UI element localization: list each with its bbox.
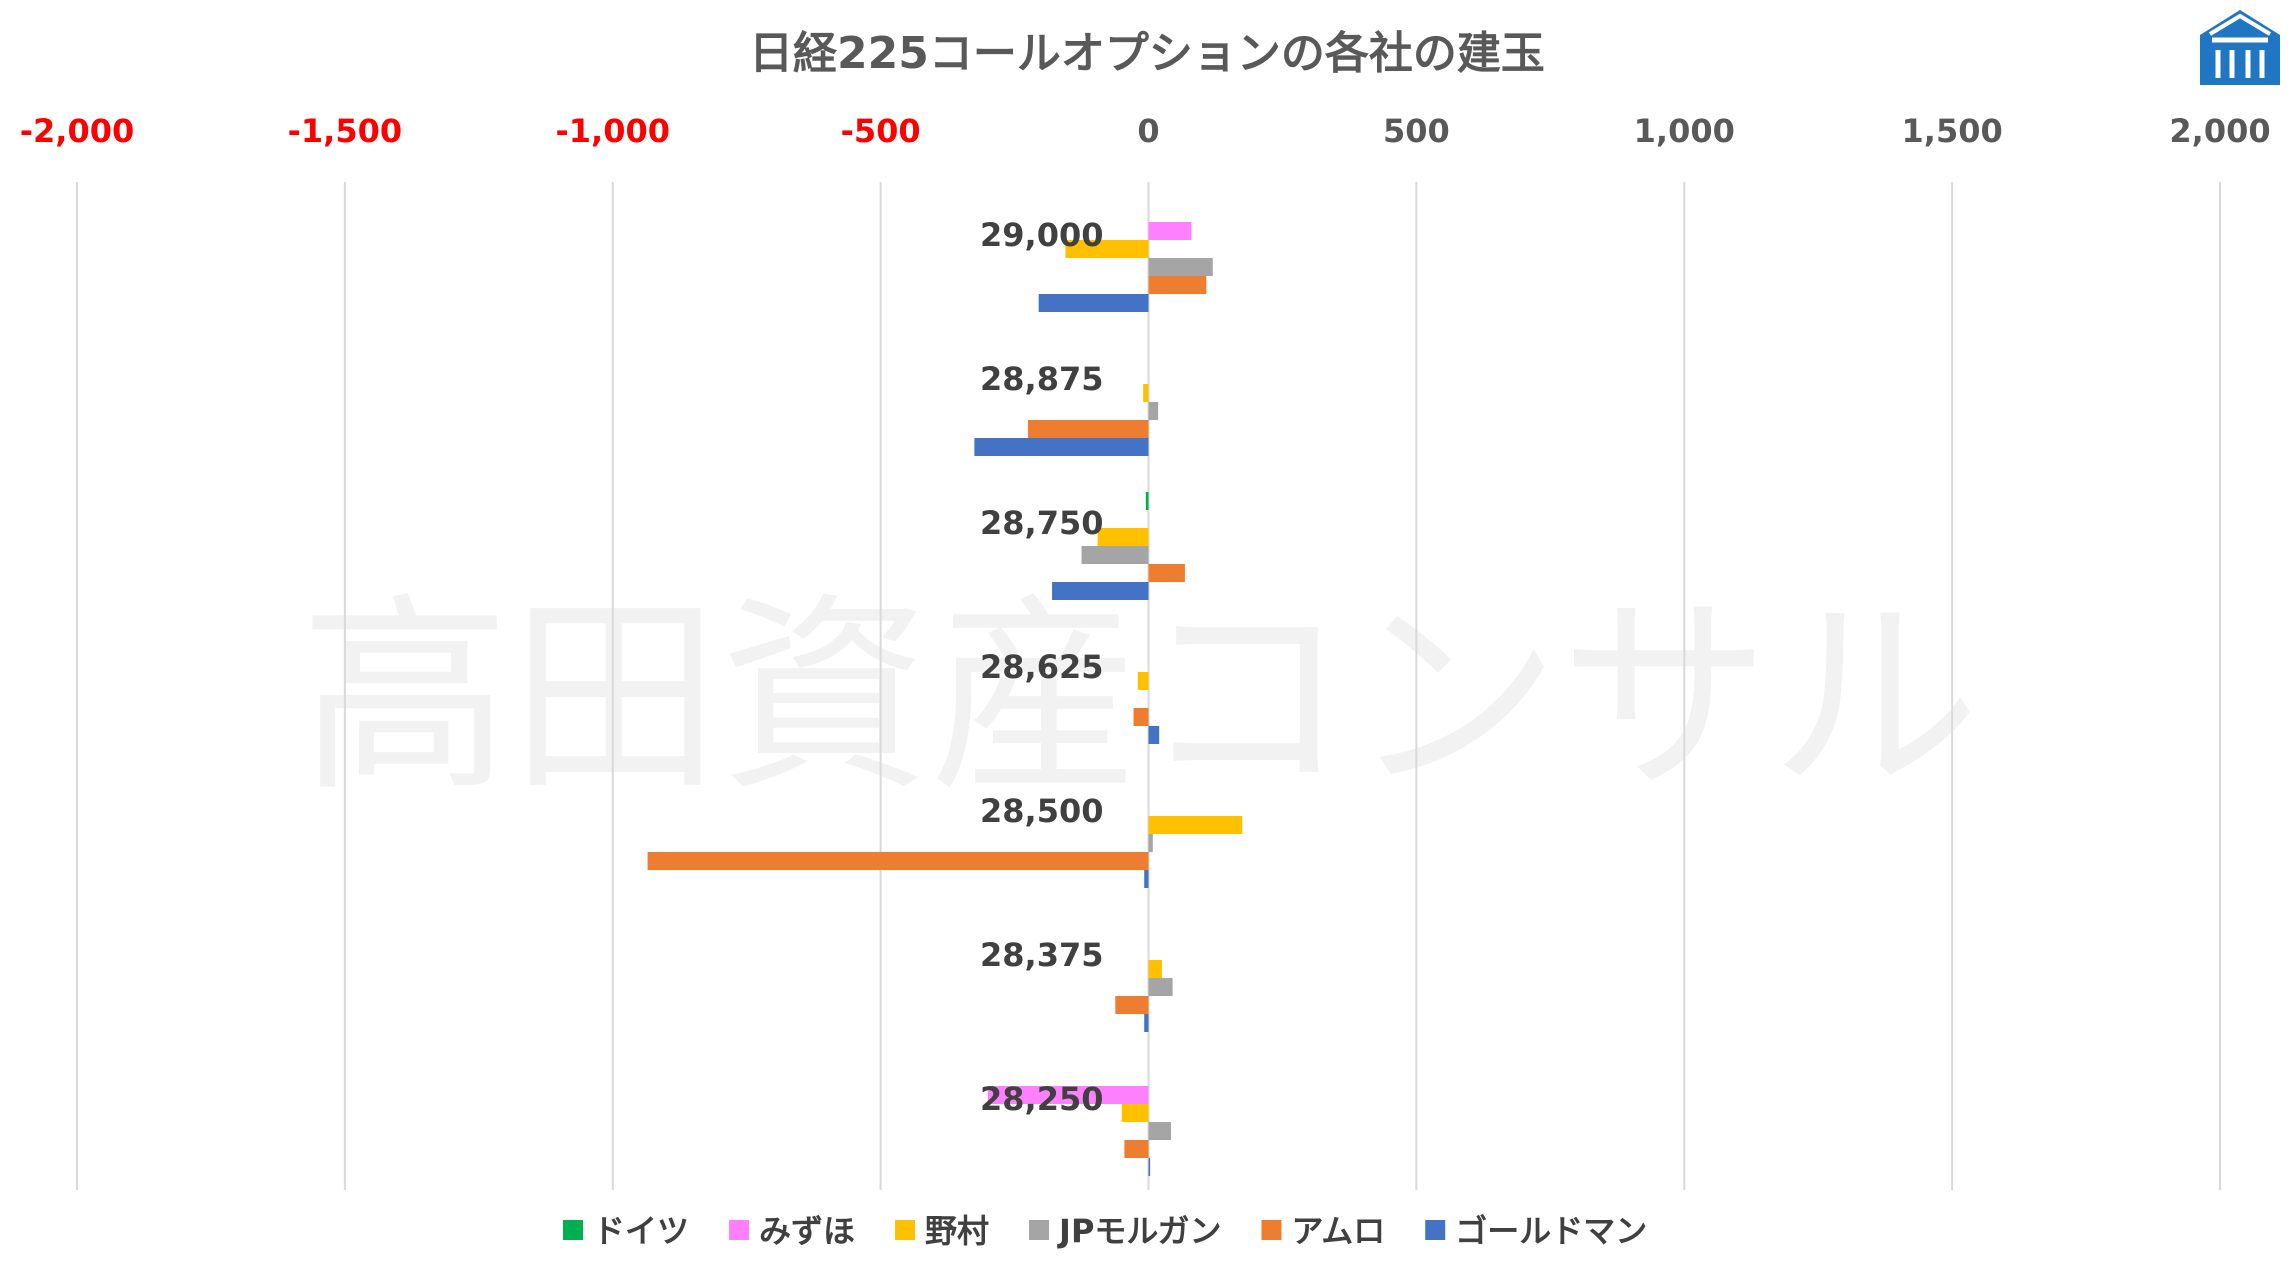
legend-swatch bbox=[563, 1220, 583, 1240]
legend: ドイツ みずほ 野村 JPモルガン アムロ ゴールドマン bbox=[563, 1212, 1647, 1250]
category-labels: 29,000 28,875 28,750 28,625 28,500 28,375 28,2… bbox=[980, 216, 1103, 1118]
bar bbox=[1065, 240, 1149, 258]
x-tick-label: 500 bbox=[1383, 112, 1450, 150]
bar bbox=[1081, 546, 1149, 564]
bar bbox=[1148, 816, 1243, 834]
category-label: 28,250 bbox=[980, 1080, 1103, 1118]
bar bbox=[1143, 384, 1149, 402]
bar bbox=[1145, 492, 1149, 510]
bar bbox=[1124, 1140, 1149, 1158]
takata-logo-icon bbox=[2200, 10, 2280, 85]
legend-label: みずほ bbox=[759, 1212, 855, 1250]
category-label: 28,750 bbox=[980, 504, 1103, 542]
x-tick-label: -1,000 bbox=[556, 112, 671, 150]
bar bbox=[1148, 834, 1153, 852]
bar bbox=[1137, 672, 1149, 690]
bar bbox=[1148, 978, 1173, 996]
bar bbox=[1148, 222, 1192, 240]
chart-title: 日経225コールオプションの各社の建玉 bbox=[749, 28, 1545, 79]
category-label: 28,625 bbox=[980, 648, 1103, 686]
bar bbox=[1148, 1158, 1151, 1176]
bar bbox=[1052, 582, 1149, 600]
bar bbox=[1133, 708, 1149, 726]
bar bbox=[1148, 564, 1185, 582]
bar bbox=[1144, 1014, 1149, 1032]
legend-swatch bbox=[1261, 1220, 1282, 1240]
x-tick-label: -500 bbox=[841, 112, 921, 150]
bar bbox=[1115, 996, 1149, 1014]
bar bbox=[1148, 276, 1207, 294]
x-tick-label: -1,500 bbox=[288, 112, 403, 150]
bar bbox=[1148, 960, 1162, 978]
x-tick-label: -2,000 bbox=[20, 112, 135, 150]
bar bbox=[987, 1086, 1149, 1104]
legend-label: アムロ bbox=[1291, 1212, 1385, 1250]
legend-label: ドイツ bbox=[593, 1212, 689, 1250]
watermark: 高田資産コンサル bbox=[300, 575, 1980, 820]
category-label: 29,000 bbox=[980, 216, 1103, 254]
category-label: 28,375 bbox=[980, 936, 1103, 974]
bar bbox=[1097, 528, 1149, 546]
bar bbox=[1148, 726, 1160, 744]
x-tick-labels: -2,000 -1,500 -1,000 -500 0 500 1,000 1,500 2,00… bbox=[20, 112, 2271, 150]
legend-label: JPモルガン bbox=[1057, 1212, 1221, 1250]
category-label: 28,500 bbox=[980, 792, 1103, 830]
bar bbox=[1148, 258, 1213, 276]
bar bbox=[974, 438, 1149, 456]
x-tick-label: 1,000 bbox=[1634, 112, 1735, 150]
bar bbox=[1144, 870, 1149, 888]
legend-label: 野村 bbox=[925, 1212, 989, 1250]
bar bbox=[1121, 1104, 1149, 1122]
x-tick-label: 1,500 bbox=[1902, 112, 2003, 150]
legend-label: ゴールドマン bbox=[1455, 1212, 1647, 1250]
legend-swatch bbox=[729, 1220, 750, 1240]
bars bbox=[647, 222, 1243, 1176]
x-tick-label: 0 bbox=[1137, 112, 1159, 150]
bar bbox=[647, 852, 1149, 870]
category-label: 28,875 bbox=[980, 360, 1103, 398]
legend-swatch bbox=[895, 1220, 916, 1240]
bar bbox=[1038, 294, 1149, 312]
legend-swatch bbox=[1029, 1220, 1050, 1240]
bar bbox=[1148, 402, 1159, 420]
bar bbox=[1027, 420, 1149, 438]
bar bbox=[1148, 1122, 1172, 1140]
legend-swatch bbox=[1425, 1220, 1446, 1240]
x-tick-label: 2,000 bbox=[2169, 112, 2270, 150]
